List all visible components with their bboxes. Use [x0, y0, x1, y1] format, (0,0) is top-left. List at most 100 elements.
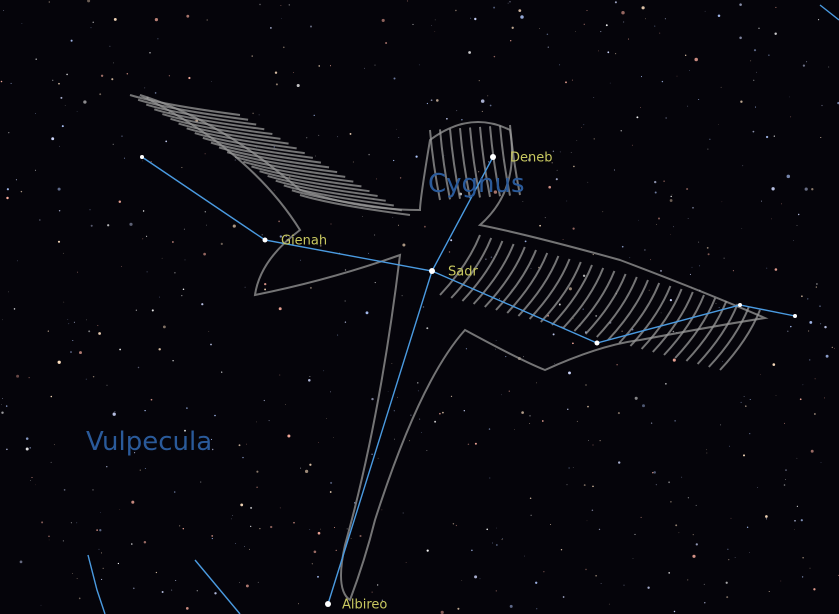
background-star — [592, 510, 594, 512]
background-star — [359, 535, 361, 537]
background-star — [809, 321, 812, 324]
background-star — [790, 326, 791, 327]
background-star — [333, 437, 334, 438]
background-star — [417, 382, 418, 383]
background-star — [375, 282, 376, 283]
background-star — [834, 348, 835, 349]
background-star — [142, 161, 143, 162]
background-star — [353, 162, 354, 163]
background-star — [186, 15, 189, 18]
background-star — [468, 444, 469, 445]
background-star — [828, 67, 829, 68]
background-star — [280, 5, 281, 6]
background-star — [567, 409, 568, 410]
background-star — [86, 320, 87, 321]
background-star — [514, 429, 515, 430]
background-star — [172, 241, 174, 243]
background-star — [539, 28, 540, 29]
background-star — [345, 301, 346, 302]
background-star — [622, 331, 623, 332]
background-star — [65, 105, 66, 106]
background-star — [709, 139, 710, 140]
background-star — [662, 81, 663, 82]
background-star — [742, 165, 743, 166]
background-star — [529, 423, 530, 424]
background-star — [523, 201, 524, 202]
background-star — [774, 32, 776, 34]
background-star — [188, 77, 190, 79]
background-star — [739, 37, 742, 40]
background-star — [96, 529, 97, 530]
background-star — [512, 27, 514, 29]
background-star — [499, 298, 500, 299]
background-star — [609, 604, 610, 605]
background-star — [642, 404, 645, 407]
background-star — [673, 359, 676, 362]
background-star — [707, 453, 708, 454]
background-star — [185, 260, 186, 261]
background-star — [424, 226, 426, 228]
background-star — [179, 525, 180, 526]
background-star — [419, 419, 420, 420]
background-star — [51, 396, 53, 398]
background-star — [719, 307, 720, 308]
star-dot — [429, 268, 435, 274]
background-star — [474, 575, 477, 578]
background-star — [337, 335, 338, 336]
background-star — [685, 55, 686, 56]
background-star — [607, 51, 609, 53]
background-star — [621, 11, 624, 14]
background-star — [256, 486, 258, 488]
background-star — [785, 469, 786, 470]
background-star — [585, 569, 586, 570]
background-star — [210, 344, 212, 346]
background-star — [427, 450, 428, 451]
background-star — [106, 385, 107, 386]
background-star — [550, 524, 551, 525]
background-star — [201, 303, 203, 305]
background-star — [575, 31, 576, 32]
background-star — [693, 534, 694, 535]
background-star — [670, 299, 672, 301]
background-star — [120, 509, 121, 510]
background-star — [820, 323, 821, 324]
background-star — [423, 306, 424, 307]
background-star — [615, 53, 616, 54]
background-star — [92, 489, 93, 490]
background-star — [435, 20, 436, 21]
background-star — [661, 313, 662, 314]
background-star — [593, 445, 594, 446]
background-star — [688, 218, 689, 219]
background-star — [35, 113, 36, 114]
background-star — [811, 450, 814, 453]
background-star — [618, 412, 620, 414]
background-star — [797, 506, 798, 507]
background-star — [93, 22, 94, 23]
background-star — [615, 1, 617, 3]
background-star — [584, 24, 585, 25]
background-star — [174, 491, 176, 493]
background-star — [545, 217, 546, 218]
background-star — [378, 458, 379, 459]
background-star — [107, 224, 109, 226]
background-star — [59, 146, 60, 147]
background-star — [162, 258, 163, 259]
background-star — [510, 605, 513, 608]
background-star — [394, 439, 395, 440]
background-star — [2, 398, 3, 399]
background-star — [634, 534, 635, 535]
background-star — [668, 481, 670, 483]
background-star — [51, 462, 52, 463]
background-star — [707, 149, 708, 150]
background-star — [502, 539, 503, 540]
background-star — [409, 440, 410, 441]
background-star — [17, 260, 18, 261]
background-star — [101, 75, 103, 77]
background-star — [494, 56, 495, 57]
background-star — [262, 234, 263, 235]
background-star — [256, 422, 257, 423]
background-star — [434, 421, 436, 423]
background-star — [431, 99, 433, 101]
background-star — [48, 535, 50, 537]
background-star — [21, 191, 22, 192]
